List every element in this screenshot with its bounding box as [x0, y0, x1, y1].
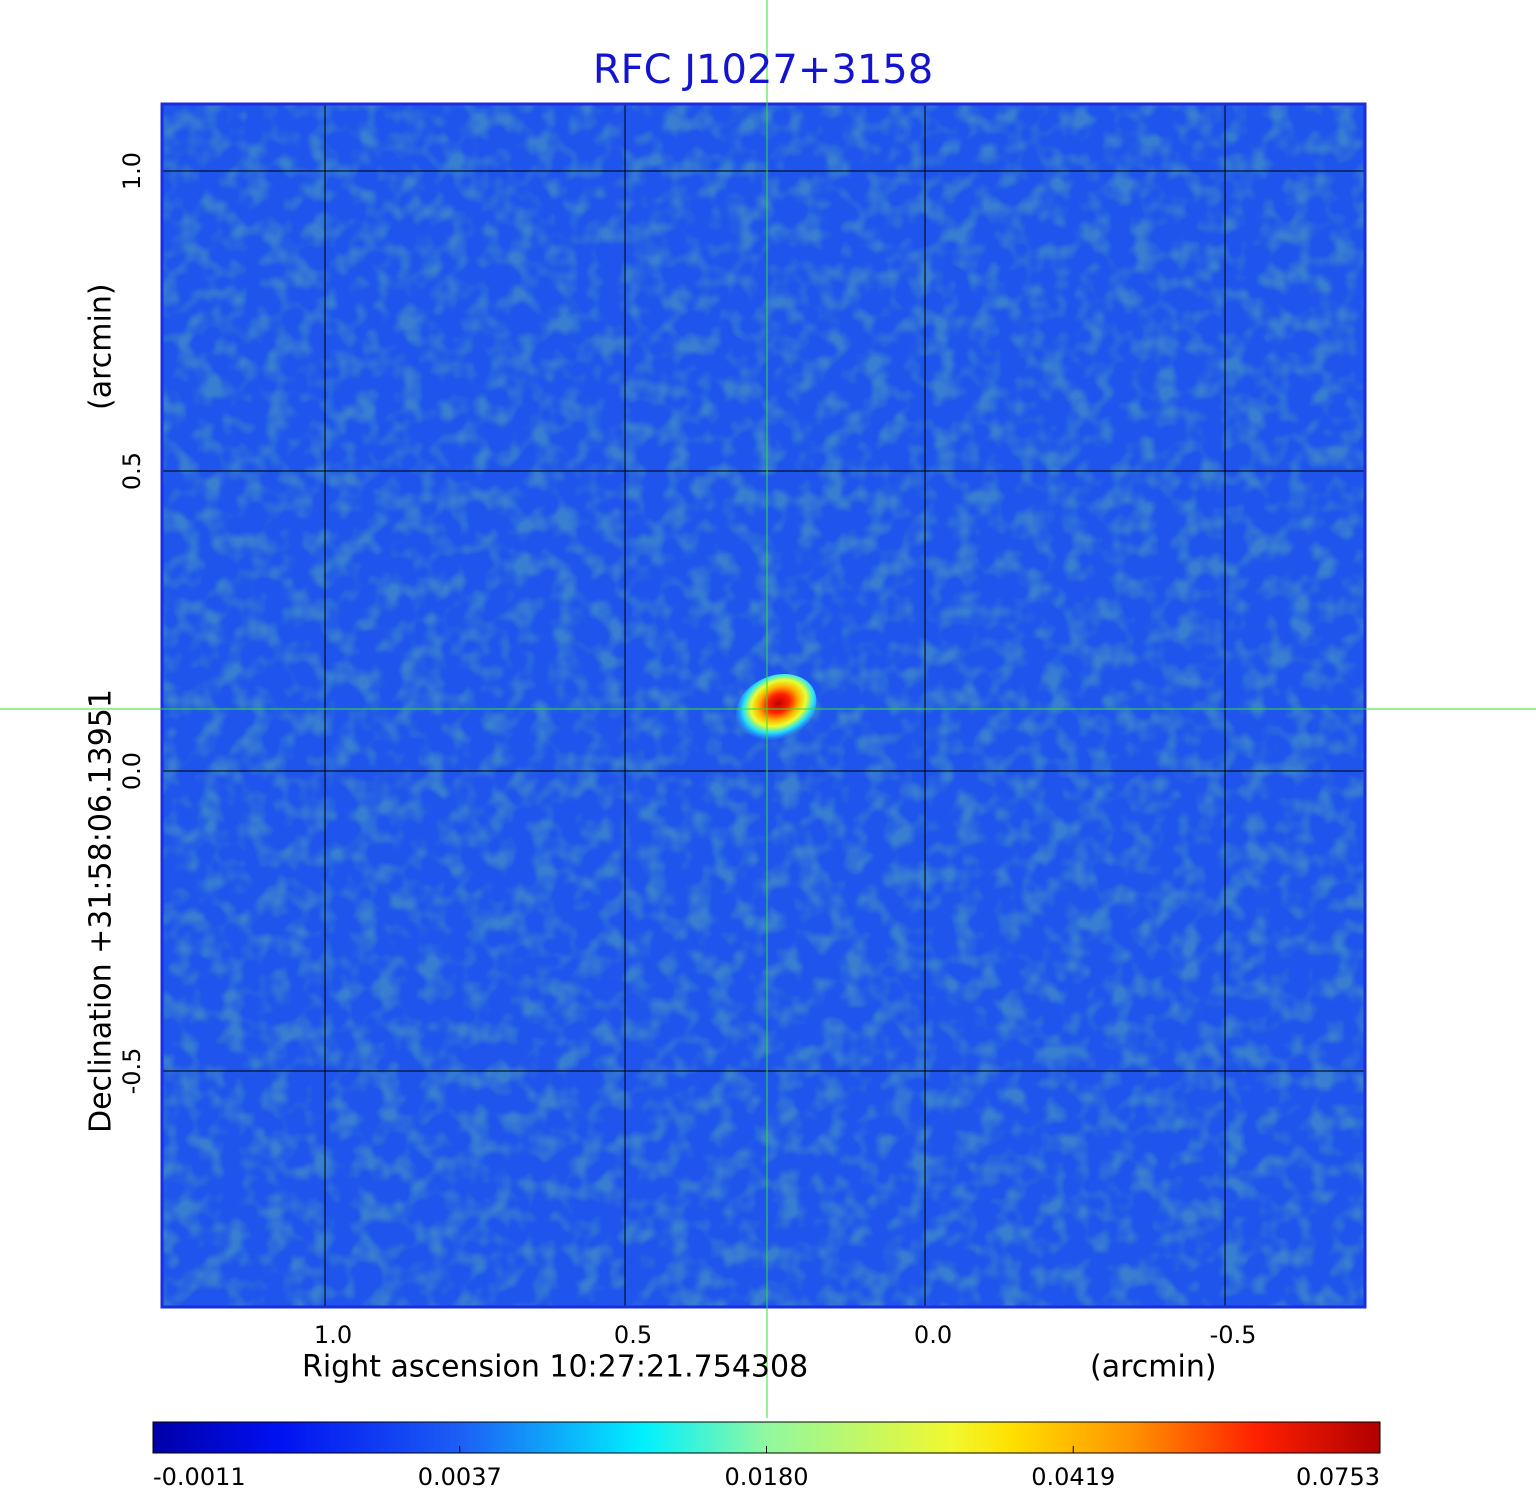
colorbar-tick-label: -0.0011 — [153, 1463, 246, 1491]
source — [735, 673, 817, 743]
y-tick-label: 0.5 — [118, 452, 146, 490]
x-tick-label: 0.5 — [614, 1321, 652, 1349]
y-tick-label: 1.0 — [118, 152, 146, 190]
y-axis-label: Declination +31:58:06.13951 — [84, 689, 119, 1133]
colorbar-tick-label: 0.0419 — [1031, 1463, 1115, 1491]
x-axis-unit: (arcmin) — [1090, 1350, 1217, 1385]
x-axis-label: Right ascension 10:27:21.754308 — [302, 1350, 808, 1385]
x-tick-label: 1.0 — [314, 1321, 352, 1349]
x-tick-label: 0.0 — [914, 1321, 952, 1349]
plot-frame — [160, 102, 1367, 1309]
y-tick-label: -0.5 — [118, 1048, 146, 1095]
grid — [162, 104, 1365, 1307]
chart-title: RFC J1027+3158 — [593, 47, 933, 93]
y-axis-unit: (arcmin) — [84, 283, 119, 410]
x-tick-label: -0.5 — [1210, 1321, 1257, 1349]
colorbar-tick-label: 0.0180 — [725, 1463, 809, 1491]
colorbar-tick-label: 0.0037 — [418, 1463, 502, 1491]
y-tick-label: 0.0 — [118, 752, 146, 790]
colorbar-tick-label: 0.0753 — [1296, 1463, 1380, 1491]
